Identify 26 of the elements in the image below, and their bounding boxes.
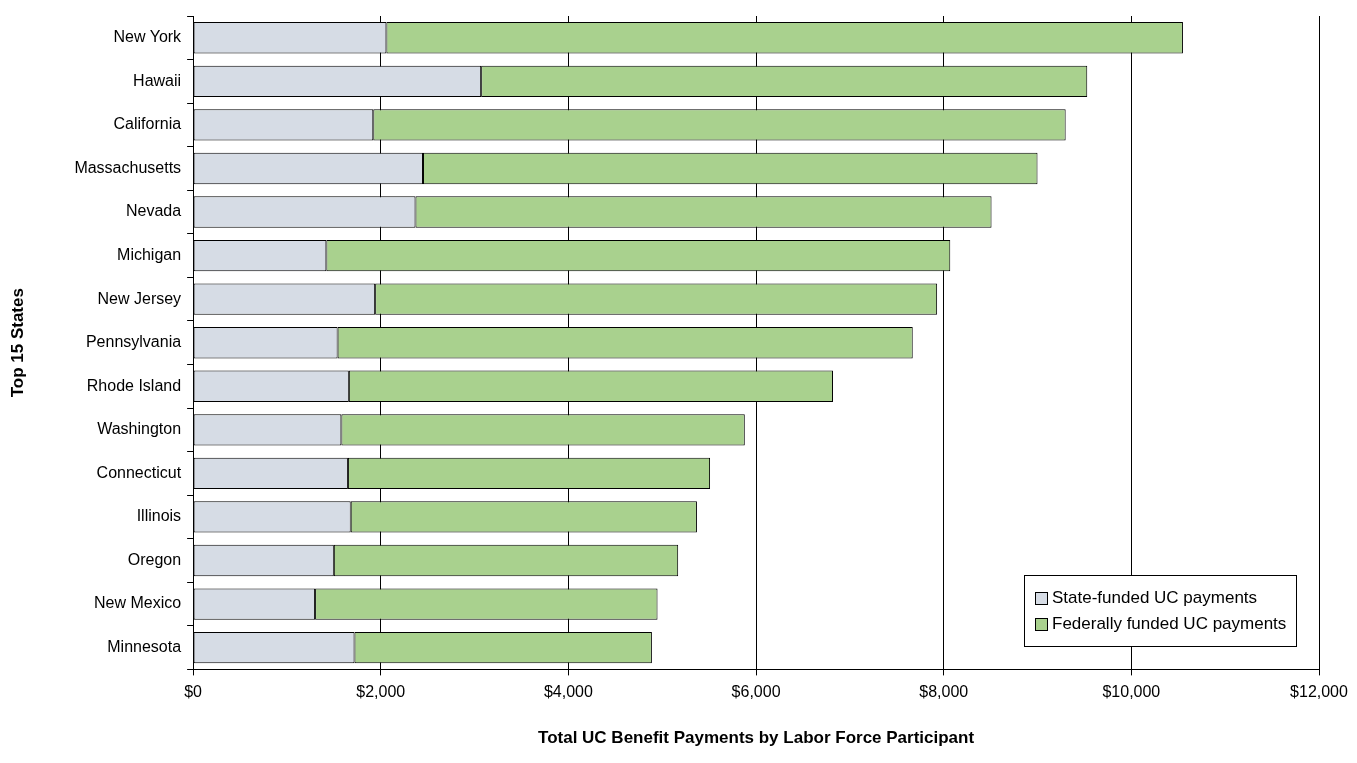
y-tick-label: New Mexico: [93, 594, 182, 612]
y-tick-label: Nevada: [125, 202, 182, 220]
y-tick-label: New Jersey: [97, 289, 182, 307]
x-tick-label: $6,000: [731, 683, 781, 701]
y-tick-label: Connecticut: [96, 463, 182, 481]
y-tick-label: Michigan: [117, 245, 182, 263]
y-tick-label: Oregon: [127, 550, 182, 568]
y-tick-label: Illinois: [136, 507, 182, 525]
y-tick-label: New York: [113, 28, 183, 46]
legend-label: Federally funded UC payments: [1052, 614, 1287, 635]
y-tick-label: Minnesota: [107, 638, 182, 656]
x-tick-label: $2,000: [356, 683, 406, 701]
x-tick-label: $0: [184, 683, 203, 701]
y-tick-label: Rhode Island: [86, 376, 182, 394]
x-tick-label: $12,000: [1290, 683, 1349, 701]
x-axis-title: Total UC Benefit Payments by Labor Force Participant: [538, 728, 975, 748]
y-tick-label: Hawaii: [133, 71, 182, 89]
x-tick-label: $10,000: [1102, 683, 1161, 701]
y-tick-label: Pennsylvania: [85, 333, 182, 351]
legend-label: State-funded UC payments: [1052, 588, 1258, 609]
x-tick-label: $4,000: [543, 683, 593, 701]
x-tick-label: $8,000: [919, 683, 969, 701]
y-axis-title: Top 15 States: [7, 288, 27, 398]
y-tick-label: California: [113, 115, 182, 133]
y-tick-label: Washington: [97, 420, 182, 438]
y-tick-label: Massachusetts: [74, 158, 182, 176]
